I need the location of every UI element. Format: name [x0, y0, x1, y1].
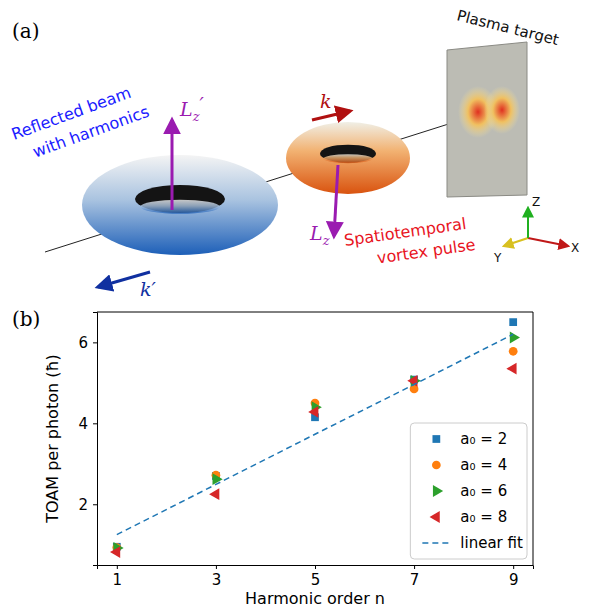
- data-point: [510, 332, 520, 344]
- x-tick-label: 5: [311, 571, 321, 589]
- torus-hole: [135, 185, 225, 213]
- symbol-subscript: z: [192, 109, 200, 124]
- legend-label: a₀ = 2: [460, 430, 507, 448]
- legend-line: [422, 542, 450, 544]
- incident-momentum-arrow: [334, 165, 338, 236]
- torus-inner-lip: [140, 200, 219, 214]
- data-point: [509, 318, 517, 326]
- chart-panel: (b) 1 3 5 7 9 2 4 6 Harmonic order n TOAM per phot…: [12, 307, 534, 608]
- x-tick: 9: [509, 565, 519, 589]
- x-tick-mark: [216, 565, 217, 569]
- target-spot: [484, 86, 520, 134]
- triad-axis: [527, 208, 529, 238]
- legend-entry: a₀ = 6: [433, 482, 507, 500]
- legend-marker: [432, 435, 440, 443]
- x-tick-label: 7: [410, 571, 420, 589]
- x-axis-line: [98, 566, 534, 570]
- y-tick-mark: [93, 342, 97, 343]
- legend-entry: a₀ = 4: [432, 456, 507, 474]
- data-point: [506, 363, 516, 375]
- legend-entry: a₀ = 2: [432, 430, 507, 448]
- symbol-base: L: [179, 98, 193, 120]
- triad-label: Y: [493, 251, 502, 265]
- y-tick: 6: [78, 334, 97, 352]
- torus-inner-lip: [323, 154, 372, 163]
- y-tick-label: 6: [78, 334, 88, 352]
- x-tick-mark: [315, 565, 316, 569]
- reflected-k-label: k′: [140, 278, 157, 300]
- legend-entry: linear fit: [422, 534, 523, 552]
- reflected-torus: [82, 155, 278, 255]
- x-tick-mark: [513, 565, 514, 569]
- x-tick-label: 1: [113, 571, 123, 589]
- y-axis-line: [93, 313, 98, 566]
- triad-axis: [504, 238, 528, 246]
- legend-marker: [430, 511, 440, 523]
- x-tick-mark: [117, 565, 118, 569]
- data-point: [308, 406, 318, 418]
- x-tick-mark: [414, 565, 415, 569]
- frame: [533, 312, 534, 565]
- legend-entries: a₀ = 2 a₀ = 4 a₀ = 6 a₀ = 8 linear fit: [422, 430, 523, 552]
- legend-label: a₀ = 6: [460, 482, 507, 500]
- y-tick: 2: [78, 496, 97, 514]
- incident-torus: [286, 122, 410, 194]
- y-tick-label: 2: [78, 496, 88, 514]
- legend-marker: [432, 461, 441, 470]
- legend-label: linear fit: [460, 534, 523, 552]
- symbol-subscript: z: [322, 233, 330, 248]
- legend: a₀ = 2 a₀ = 4 a₀ = 6 a₀ = 8 linear fit: [410, 423, 527, 559]
- legend-label: a₀ = 4: [460, 456, 507, 474]
- symbol-prime: ′: [199, 93, 204, 115]
- figure: (a) Plasma target Reflected beamwith harmo…: [0, 0, 600, 615]
- panel-label: (b): [12, 307, 40, 331]
- reflected-momentum-label: Lz′: [179, 93, 204, 124]
- incident-k-label: k: [320, 90, 332, 112]
- torus-body: [286, 122, 410, 194]
- y-tick-label: 4: [78, 415, 88, 433]
- data-point: [509, 347, 518, 356]
- incident-k-arrow: [312, 111, 350, 120]
- legend-box: [410, 423, 527, 559]
- symbol-base: L: [309, 222, 323, 244]
- incident-label-line: vortex pulse: [376, 235, 477, 268]
- x-axis-title: Harmonic order n: [245, 589, 385, 608]
- x-tick: 7: [410, 565, 420, 589]
- y-tick: 4: [78, 415, 97, 433]
- legend-label: a₀ = 8: [460, 508, 507, 526]
- torus-body: [82, 155, 278, 255]
- triad-label: Z: [532, 195, 540, 209]
- x-tick: 5: [311, 565, 321, 589]
- y-axis-title: TOAM per photon (ħ): [43, 354, 62, 524]
- x-axis: 1 3 5 7 9: [98, 565, 534, 589]
- x-tick: 1: [113, 565, 123, 589]
- data-point: [209, 488, 219, 500]
- legend-marker: [433, 485, 443, 497]
- torus-hole: [320, 145, 376, 163]
- triad-label: X: [571, 241, 579, 255]
- plasma-target: [447, 42, 527, 197]
- frame: [97, 312, 533, 313]
- panel-label: (a): [12, 19, 40, 43]
- target-label: Plasma target: [455, 6, 561, 49]
- incident-momentum-label: Lz: [309, 222, 330, 248]
- incident-label: Spatiotemporalvortex pulse: [343, 213, 477, 272]
- x-tick: 3: [212, 565, 222, 589]
- data-point: [110, 546, 120, 558]
- reflected-momentum-arrow: [171, 120, 174, 210]
- y-tick-mark: [93, 504, 97, 505]
- y-axis: 2 4 6: [78, 313, 97, 566]
- legend-entry: a₀ = 8: [430, 508, 508, 526]
- y-tick-mark: [93, 423, 97, 424]
- x-tick-label: 9: [509, 571, 519, 589]
- reflected-label-line: with harmonics: [30, 102, 151, 162]
- triad-axis: [528, 238, 568, 246]
- diagram-panel: (a) Plasma target Reflected beamwith harmo…: [9, 6, 579, 300]
- reflected-label: Reflected beamwith harmonics: [9, 79, 152, 166]
- x-tick-label: 3: [212, 571, 222, 589]
